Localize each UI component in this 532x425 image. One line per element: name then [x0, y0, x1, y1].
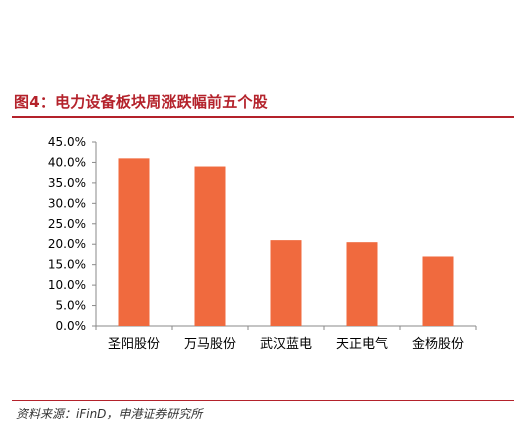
bar-1	[118, 158, 150, 326]
chart-svg: 0.0% 5.0% 10.0% 15.0% 20.0% 25.0% 30.0% 35.0% 40…	[48, 135, 477, 352]
figure-title: 图4：电力设备板块周涨跌幅前五个股	[14, 92, 268, 111]
x-category-label: 万马股份	[184, 337, 236, 352]
y-tick-label: 20.0%	[48, 237, 86, 251]
y-tick-label: 10.0%	[48, 278, 86, 292]
x-category-label: 圣阳股份	[108, 337, 160, 352]
title-rule	[12, 116, 514, 118]
y-tick-label: 35.0%	[48, 176, 86, 190]
source-note: 资料来源：iFinD，申港证券研究所	[16, 406, 203, 421]
bar-4	[346, 242, 378, 326]
bar-chart: 0.0% 5.0% 10.0% 15.0% 20.0% 25.0% 30.0% 35.0% 40…	[0, 120, 532, 370]
y-tick-label: 15.0%	[48, 258, 86, 272]
x-category-label: 天正电气	[336, 336, 388, 352]
y-tick-label: 0.0%	[56, 319, 87, 333]
x-category-label: 武汉蓝电	[260, 337, 312, 352]
source-rule	[12, 400, 514, 401]
bar-3	[270, 240, 302, 326]
y-tick-label: 5.0%	[56, 299, 87, 313]
y-tick-label: 25.0%	[48, 217, 86, 231]
bar-2	[194, 166, 226, 326]
y-tick-label: 40.0%	[48, 155, 86, 169]
x-category-label: 金杨股份	[412, 336, 464, 352]
bar-5	[422, 256, 454, 326]
y-tick-label: 30.0%	[48, 196, 86, 210]
y-tick-label: 45.0%	[48, 135, 86, 149]
